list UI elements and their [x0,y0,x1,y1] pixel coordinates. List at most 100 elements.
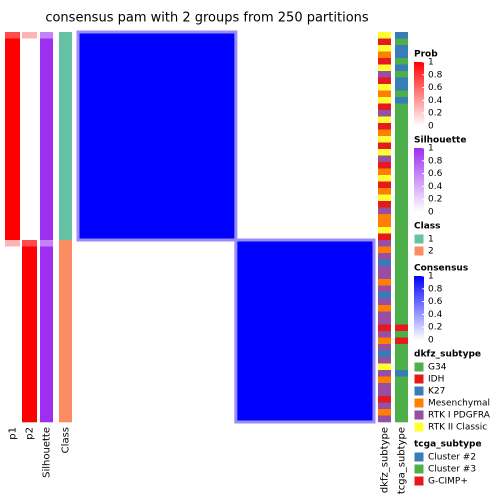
annotation-cell [59,279,72,286]
annotation-cell [395,194,408,202]
annotation-cell [22,90,37,98]
annotation-cell [5,324,20,332]
annotation-cell [395,363,408,371]
annotation-cell [59,415,72,423]
annotation-cell [378,188,391,195]
annotation-cell [395,259,408,267]
consensus-block [235,240,374,422]
annotation-cell [40,220,53,228]
annotation-cell [22,214,37,221]
annotation-cell [22,233,37,241]
annotation-cell [40,175,53,182]
annotation-cell [378,383,391,390]
annotation-cell [40,207,53,215]
annotation-cell [5,311,20,319]
annotation-cell [395,415,408,423]
legend-label: 2 [428,247,434,257]
annotation-cell [59,227,72,234]
annotation-cell [59,396,72,403]
legend-label: 1 [428,235,434,245]
annotation-cell [5,415,20,423]
annotation-cell [40,227,53,234]
annotation-cell [5,188,20,195]
annotation-cell [59,311,72,319]
annotation-cell [22,402,37,410]
annotation-cell [378,38,391,46]
annotation-cell [5,155,20,163]
chart-title: consensus pam with 2 groups from 250 par… [45,11,369,26]
legend-label: IDH [428,375,444,385]
annotation-cell [378,324,391,332]
annotation-cell [5,383,20,390]
annotation-cell [59,207,72,215]
annotation-cell [59,409,72,416]
annotation-cell [59,149,72,156]
legend-swatch [413,475,425,487]
annotation-cell [5,84,20,91]
annotation-cell [5,64,20,72]
annotation-cell [22,266,37,273]
annotation-cell [5,318,20,325]
annotation-cell [59,201,72,208]
annotation-cell [22,84,37,91]
annotation-cell [59,376,72,384]
annotation-cell [59,305,72,312]
tick-label: 0.2 [428,195,442,205]
annotation-cell [59,155,72,163]
annotation-cell [5,285,20,293]
annotation-cell [5,123,20,130]
annotation-cell [378,344,391,351]
annotation-cell [40,350,53,358]
annotation-cell [395,253,408,260]
annotation-cell [40,409,53,416]
annotation-cell [378,175,391,182]
annotation-cell [395,207,408,215]
legend-title: Prob [414,50,438,60]
annotation-cell [40,116,53,124]
annotation-cell [59,324,72,332]
annotation-cell [59,220,72,228]
annotation-cell [378,259,391,267]
annotation-cell [378,123,391,130]
annotation-cell [59,38,72,46]
annotation-cell [395,396,408,403]
annotation-cell [59,402,72,410]
annotation-cell [59,259,72,267]
annotation-cell [395,344,408,351]
annotation-cell [5,207,20,215]
annotation-cell [59,90,72,98]
annotation-cell [22,415,37,423]
annotation-cell [378,64,391,72]
annotation-cell [378,272,391,280]
annotation-cell [5,357,20,364]
annotation-cell [5,305,20,312]
annotation-cell [59,266,72,273]
annotation-cell [59,45,72,52]
annotation-cell [22,155,37,163]
annotation-cell [59,363,72,371]
annotation-cell [40,305,53,312]
annotation-cell [395,129,408,137]
annotation-cell [378,168,391,176]
tick-label: 0.8 [428,284,443,294]
annotation-cell [395,71,408,78]
annotation-cell [40,32,53,39]
annotation-cell [40,123,53,130]
annotation-cell [22,272,37,280]
consensus-block [78,240,236,422]
annotation-cell [22,246,37,254]
annotation-cell [5,194,20,202]
annotation-cell [395,116,408,124]
annotation-cell [40,246,53,254]
annotation-cell [22,240,37,247]
annotation-cell [40,363,53,371]
legend-swatch [413,451,425,463]
annotation-cell [378,58,391,65]
legend-swatch [413,463,425,475]
annotation-cell [5,402,20,410]
annotation-cell [378,285,391,293]
annotation-cell [59,181,72,189]
annotation-cell [22,409,37,416]
annotation-cell [22,383,37,390]
